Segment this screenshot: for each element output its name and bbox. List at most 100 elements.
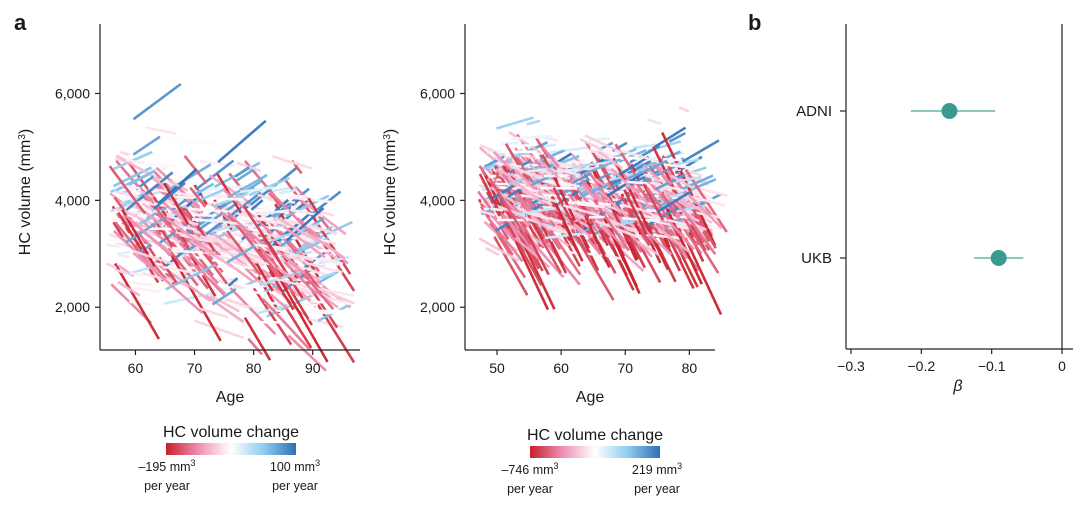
trajectory-line [599, 224, 615, 251]
y-axis-label-sup: 3 [17, 134, 28, 140]
adni-trajectory-plot: 60 70 80 90 2,000 4,000 6,000 Age HC volume (m… [17, 24, 360, 406]
trajectory-line [193, 319, 245, 340]
trajectory-line [594, 219, 637, 238]
trajectory-line [548, 146, 588, 154]
trajectory-line [142, 271, 174, 283]
trajectory-line [125, 158, 145, 165]
trajectory-line [199, 307, 229, 319]
trajectory-line [229, 287, 277, 335]
trajectory-line [315, 286, 354, 305]
trajectory-line [129, 227, 176, 231]
trajectory-line [584, 134, 623, 154]
trajectory-line [679, 174, 714, 192]
trajectory-line [623, 189, 648, 236]
trajectory-line [309, 224, 338, 235]
trajectory-line [194, 264, 226, 297]
trajectory-line [560, 158, 586, 165]
trajectory-line [115, 169, 156, 192]
trajectory-line [622, 216, 660, 223]
trajectory-line [227, 213, 263, 258]
trajectory-line [277, 217, 325, 249]
trajectory-line [285, 207, 325, 242]
x-tick-label: 60 [553, 360, 569, 376]
trajectory-line [269, 293, 289, 310]
trajectory-line [205, 294, 245, 324]
trajectory-line [291, 194, 307, 199]
trajectory-line [686, 200, 708, 216]
trajectory-line [544, 232, 584, 240]
trajectory-line [108, 165, 147, 215]
trajectory-line [501, 141, 519, 146]
trajectory-line [253, 209, 290, 216]
trajectory-line [489, 186, 516, 204]
trajectory-line [576, 202, 605, 209]
trajectory-line [592, 183, 611, 202]
trajectory-line [128, 280, 154, 287]
trajectory-line [607, 237, 645, 272]
trajectory-line [683, 218, 720, 274]
trajectory-line [158, 256, 179, 286]
trajectory-line [489, 184, 515, 201]
trajectory-line [672, 157, 700, 167]
colorbar-max-label: 219 mm3 [632, 461, 682, 477]
trajectory-line [242, 205, 278, 257]
trajectory-line [671, 149, 700, 154]
trajectory-line [152, 204, 189, 248]
trajectory-line [493, 236, 529, 296]
trajectory-line [117, 280, 141, 297]
trajectory-line [646, 118, 661, 126]
trajectory-line [117, 250, 131, 255]
trajectory-line [589, 147, 623, 155]
trajectory-line [507, 175, 545, 205]
forest-plot: −0.3 −0.2 −0.1 0 ADNI UKB β [796, 24, 1073, 395]
trajectory-line [572, 201, 612, 206]
y-axis-label-suffix: ) [382, 129, 399, 134]
trajectory-line [499, 168, 523, 186]
trajectory-line [170, 139, 217, 144]
trajectory-line [301, 302, 318, 307]
trajectory-line [683, 189, 723, 229]
trajectory-line [261, 297, 311, 351]
x-tick-label: 80 [246, 360, 262, 376]
trajectory-line [106, 243, 120, 249]
trajectory-line [282, 225, 326, 259]
trajectory-line [634, 144, 648, 150]
colorbar-min-unit: per year [144, 479, 190, 493]
trajectory-line [157, 270, 190, 275]
trajectory-line [681, 225, 703, 255]
trajectory-line [660, 192, 677, 215]
category-label: ADNI [796, 103, 832, 120]
trajectory-line [114, 190, 144, 200]
colorbar-max-unit: per year [634, 482, 680, 496]
trajectory-line [583, 202, 626, 250]
trajectory-line [217, 119, 267, 164]
trajectory-line [129, 300, 151, 306]
x-tick-label: 60 [128, 360, 144, 376]
trajectory-line [504, 219, 543, 287]
trajectory-line [644, 205, 681, 228]
trajectory-line [554, 203, 573, 238]
y-tick-label: 6,000 [55, 85, 90, 101]
trajectory-line [254, 261, 274, 292]
trajectory-line [152, 268, 204, 315]
trajectory-line [141, 202, 155, 212]
trajectory-line [114, 268, 128, 276]
trajectory-line [272, 155, 313, 170]
trajectory-line [579, 138, 604, 152]
y-tick-label: 2,000 [420, 299, 455, 315]
trajectory-line [239, 186, 276, 194]
trajectory-line [546, 225, 563, 234]
trajectory-line [112, 221, 125, 238]
trajectory-line [163, 267, 212, 303]
trajectory-line [132, 249, 174, 266]
y-tick-label: 6,000 [420, 85, 455, 101]
trajectory-line [200, 184, 246, 192]
x-axis-label: β [952, 378, 962, 395]
trajectory-line [215, 197, 244, 201]
trajectory-line [236, 167, 257, 182]
trajectory-line [276, 266, 298, 282]
trajectory-line [167, 222, 198, 231]
trajectory-line [209, 294, 240, 313]
trajectory-line [247, 337, 263, 356]
